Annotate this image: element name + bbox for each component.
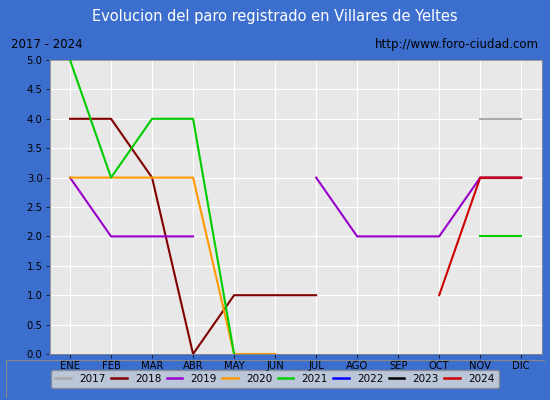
Legend: 2017, 2018, 2019, 2020, 2021, 2022, 2023, 2024: 2017, 2018, 2019, 2020, 2021, 2022, 2023…	[51, 370, 499, 388]
Text: Evolucion del paro registrado en Villares de Yeltes: Evolucion del paro registrado en Villare…	[92, 10, 458, 24]
Text: 2017 - 2024: 2017 - 2024	[11, 38, 82, 51]
Text: http://www.foro-ciudad.com: http://www.foro-ciudad.com	[375, 38, 539, 51]
